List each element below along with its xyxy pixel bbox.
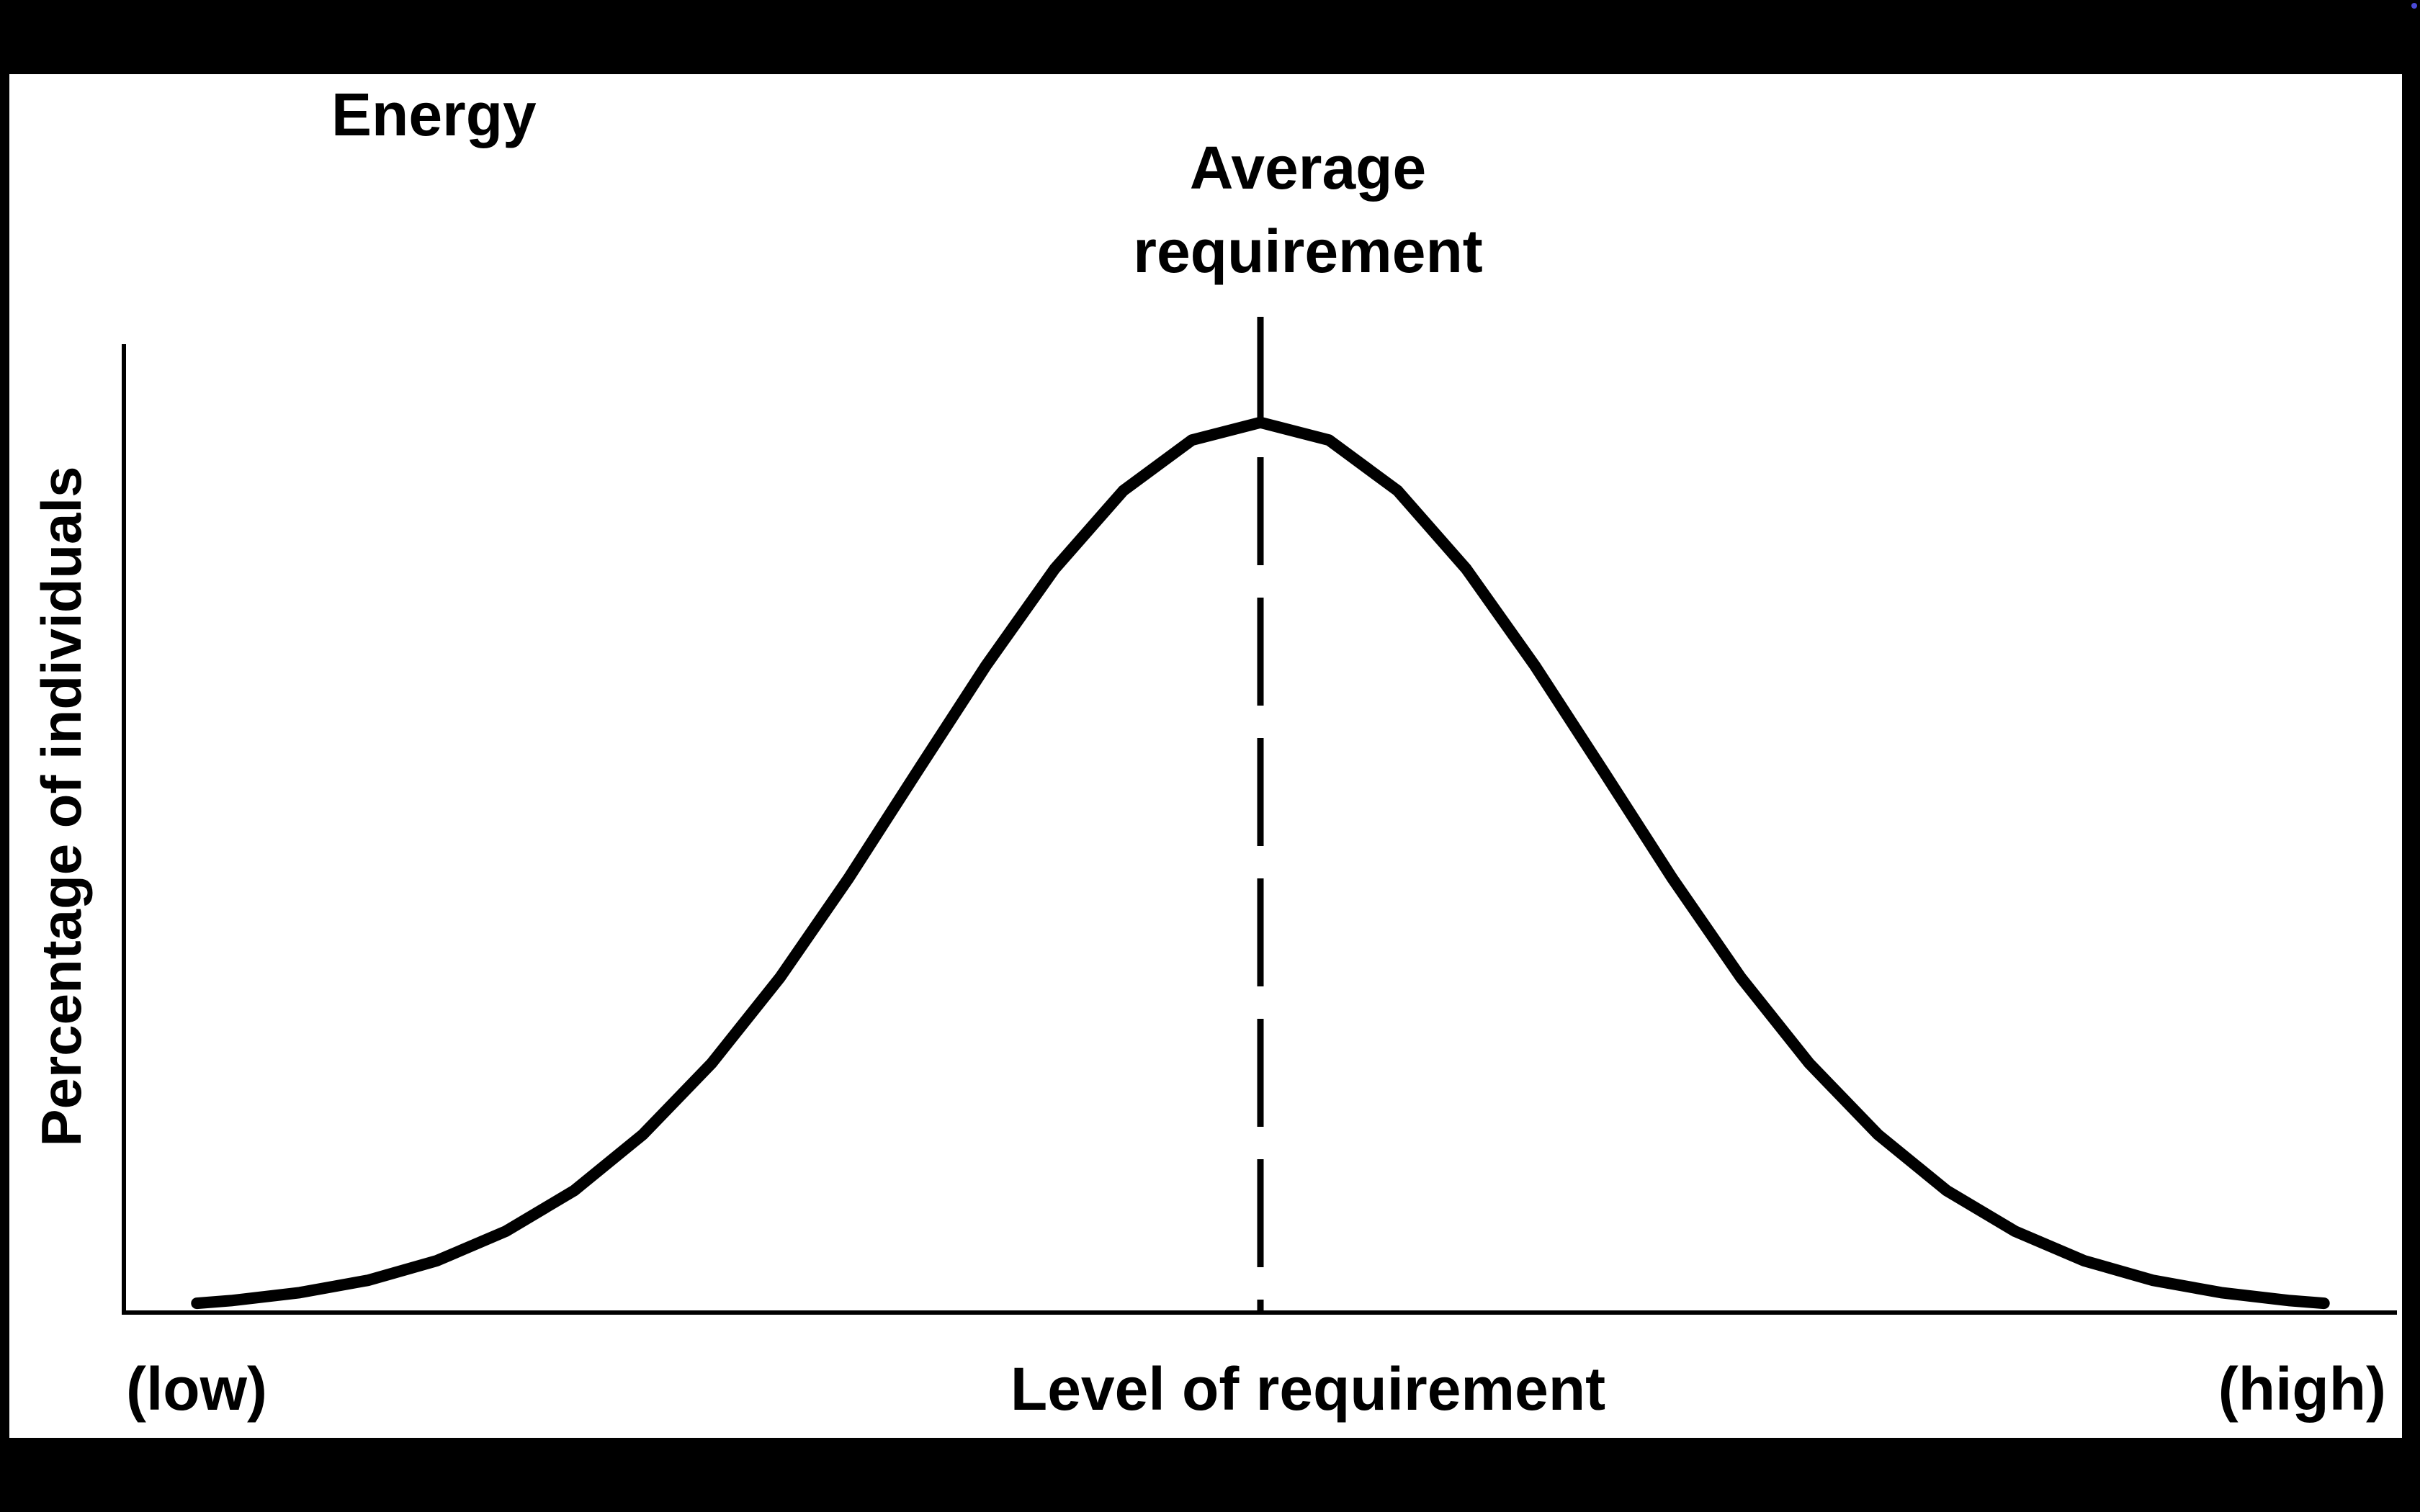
x-tick-label-low: (low) [126,1355,267,1423]
average-label-line2: requirement [1133,217,1482,285]
chart-marks [191,317,2330,1313]
x-axis-label: Level of requirement [1010,1355,1605,1423]
x-tick-label-high: (high) [2218,1355,2386,1423]
average-label-line1: Average [1190,134,1426,202]
corner-indicator-dot [2411,3,2417,9]
y-axis-label: Percentage of individuals [30,467,93,1147]
chart-panel [9,74,2402,1438]
chart-title: Energy [331,81,537,148]
